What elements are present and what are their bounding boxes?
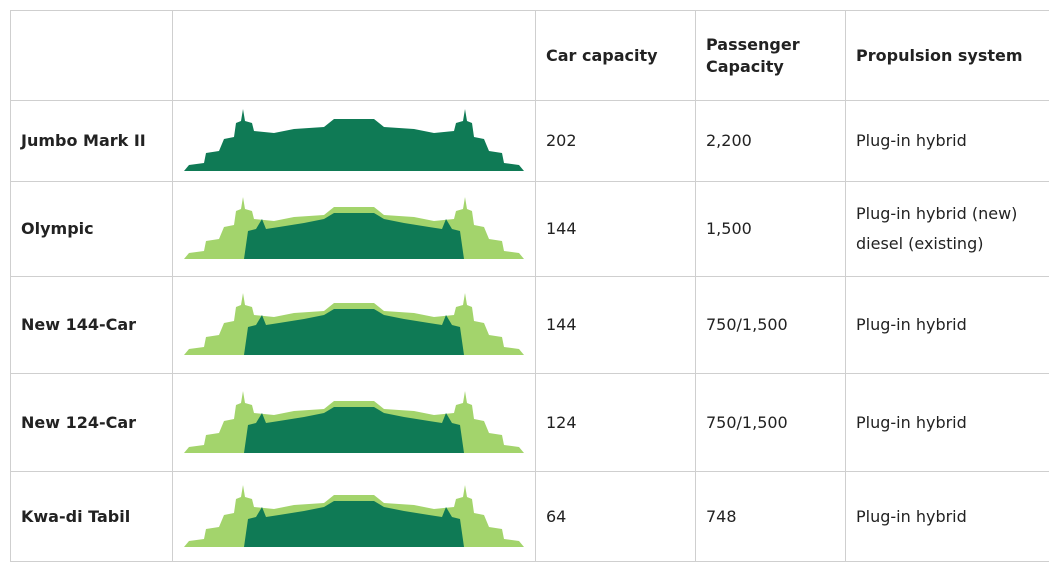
header-cell xyxy=(173,11,536,101)
ship-name: Olympic xyxy=(11,182,173,277)
car-capacity: 144 xyxy=(536,277,696,374)
ferry-icon xyxy=(184,101,524,171)
header-cell: Car capacity xyxy=(536,11,696,101)
ship-name: New 124-Car xyxy=(11,374,173,472)
ship-name: Kwa-di Tabil xyxy=(11,472,173,562)
ferry-icon xyxy=(184,477,524,547)
propulsion: Plug-in hybrid xyxy=(846,374,1049,472)
car-capacity: 64 xyxy=(536,472,696,562)
header-cell: Propulsion system xyxy=(846,11,1049,101)
car-capacity: 144 xyxy=(536,182,696,277)
ferry-table: Car capacity Passenger Capacity Propulsi… xyxy=(10,10,1049,562)
passenger-capacity: 750/1,500 xyxy=(696,277,846,374)
ship-silhouette xyxy=(173,374,536,472)
page: Car capacity Passenger Capacity Propulsi… xyxy=(0,0,1049,550)
ship-name: New 144-Car xyxy=(11,277,173,374)
propulsion-line: Plug-in hybrid xyxy=(856,310,1039,340)
propulsion: Plug-in hybrid xyxy=(846,101,1049,182)
propulsion-line: diesel (existing) xyxy=(856,229,1039,259)
propulsion: Plug-in hybrid xyxy=(846,277,1049,374)
ship-silhouette xyxy=(173,472,536,562)
passenger-capacity: 750/1,500 xyxy=(696,374,846,472)
propulsion: Plug-in hybrid (new)diesel (existing) xyxy=(846,182,1049,277)
ship-name: Jumbo Mark II xyxy=(11,101,173,182)
car-capacity: 124 xyxy=(536,374,696,472)
ferry-icon xyxy=(184,383,524,453)
passenger-capacity: 2,200 xyxy=(696,101,846,182)
header-row: Car capacity Passenger Capacity Propulsi… xyxy=(11,11,1049,101)
propulsion-line: Plug-in hybrid xyxy=(856,502,1039,532)
car-capacity: 202 xyxy=(536,101,696,182)
propulsion-line: Plug-in hybrid xyxy=(856,408,1039,438)
propulsion: Plug-in hybrid xyxy=(846,472,1049,562)
ship-silhouette xyxy=(173,101,536,182)
ship-silhouette xyxy=(173,277,536,374)
propulsion-line: Plug-in hybrid xyxy=(856,126,1039,156)
passenger-capacity: 1,500 xyxy=(696,182,846,277)
header-cell: Passenger Capacity xyxy=(696,11,846,101)
ship-silhouette xyxy=(173,182,536,277)
header-cell xyxy=(11,11,173,101)
passenger-capacity: 748 xyxy=(696,472,846,562)
table-body: Car capacity Passenger Capacity Propulsi… xyxy=(11,11,1049,562)
ferry-icon xyxy=(184,285,524,355)
ferry-icon xyxy=(184,189,524,259)
propulsion-line: Plug-in hybrid (new) xyxy=(856,199,1039,229)
